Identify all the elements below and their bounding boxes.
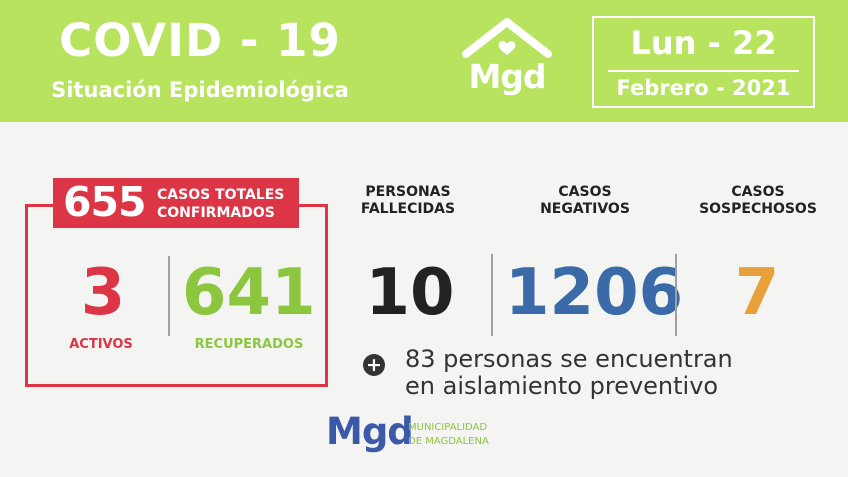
active-value: 3 — [80, 256, 126, 330]
suspected-label-line1: CASOS — [731, 184, 785, 200]
date-day: Lun - 22 — [630, 24, 777, 62]
suspected-label: CASOS SOSPECHOSOS — [693, 184, 823, 218]
suspected-value: 7 — [734, 256, 780, 330]
divider — [491, 254, 493, 336]
plus-icon: + — [363, 354, 385, 376]
date-box: Lun - 22 Febrero - 2021 — [592, 16, 815, 108]
negative-label: CASOS NEGATIVOS — [520, 184, 650, 218]
recovered-label: RECUPERADOS — [194, 337, 304, 352]
page-subtitle: Situación Epidemiológica — [51, 78, 349, 102]
date-month: Febrero - 2021 — [616, 76, 791, 100]
footer-municipality: MUNICIPALIDAD DE MAGDALENA — [408, 421, 489, 449]
footer-logo: Mgd — [326, 410, 414, 453]
date-divider — [608, 70, 799, 72]
active-label: ACTIVOS — [69, 337, 133, 352]
header-banner: COVID - 19 Situación Epidemiológica Mgd … — [0, 0, 848, 122]
negative-value: 1206 — [505, 256, 684, 330]
isolation-line2: en aislamiento preventivo — [405, 372, 719, 400]
isolation-line1: 83 personas se encuentran — [405, 345, 733, 373]
page-title: COVID - 19 — [59, 14, 341, 67]
divider — [675, 254, 677, 336]
recovered-value: 641 — [182, 256, 316, 330]
total-cases-label-line2: CONFIRMADOS — [157, 205, 275, 221]
total-cases-badge: 655 CASOS TOTALES CONFIRMADOS — [53, 178, 299, 228]
total-cases-value: 655 — [63, 178, 147, 226]
deaths-label: PERSONAS FALLECIDAS — [348, 184, 468, 218]
total-cases-label: CASOS TOTALES CONFIRMADOS — [157, 186, 284, 222]
header-logo-text: Mgd — [468, 57, 546, 96]
negative-label-line2: NEGATIVOS — [540, 201, 630, 217]
footer-line2: DE MAGDALENA — [408, 436, 489, 447]
house-heart-icon — [462, 18, 552, 58]
negative-label-line1: CASOS — [558, 184, 612, 200]
suspected-label-line2: SOSPECHOSOS — [699, 201, 817, 217]
isolation-message: 83 personas se encuentran en aislamiento… — [405, 346, 733, 400]
deaths-value: 10 — [365, 256, 455, 330]
total-cases-label-line1: CASOS TOTALES — [157, 187, 285, 203]
footer-line1: MUNICIPALIDAD — [408, 422, 488, 433]
deaths-label-line2: FALLECIDAS — [360, 201, 456, 217]
divider — [168, 256, 170, 336]
deaths-label-line1: PERSONAS — [365, 184, 451, 200]
